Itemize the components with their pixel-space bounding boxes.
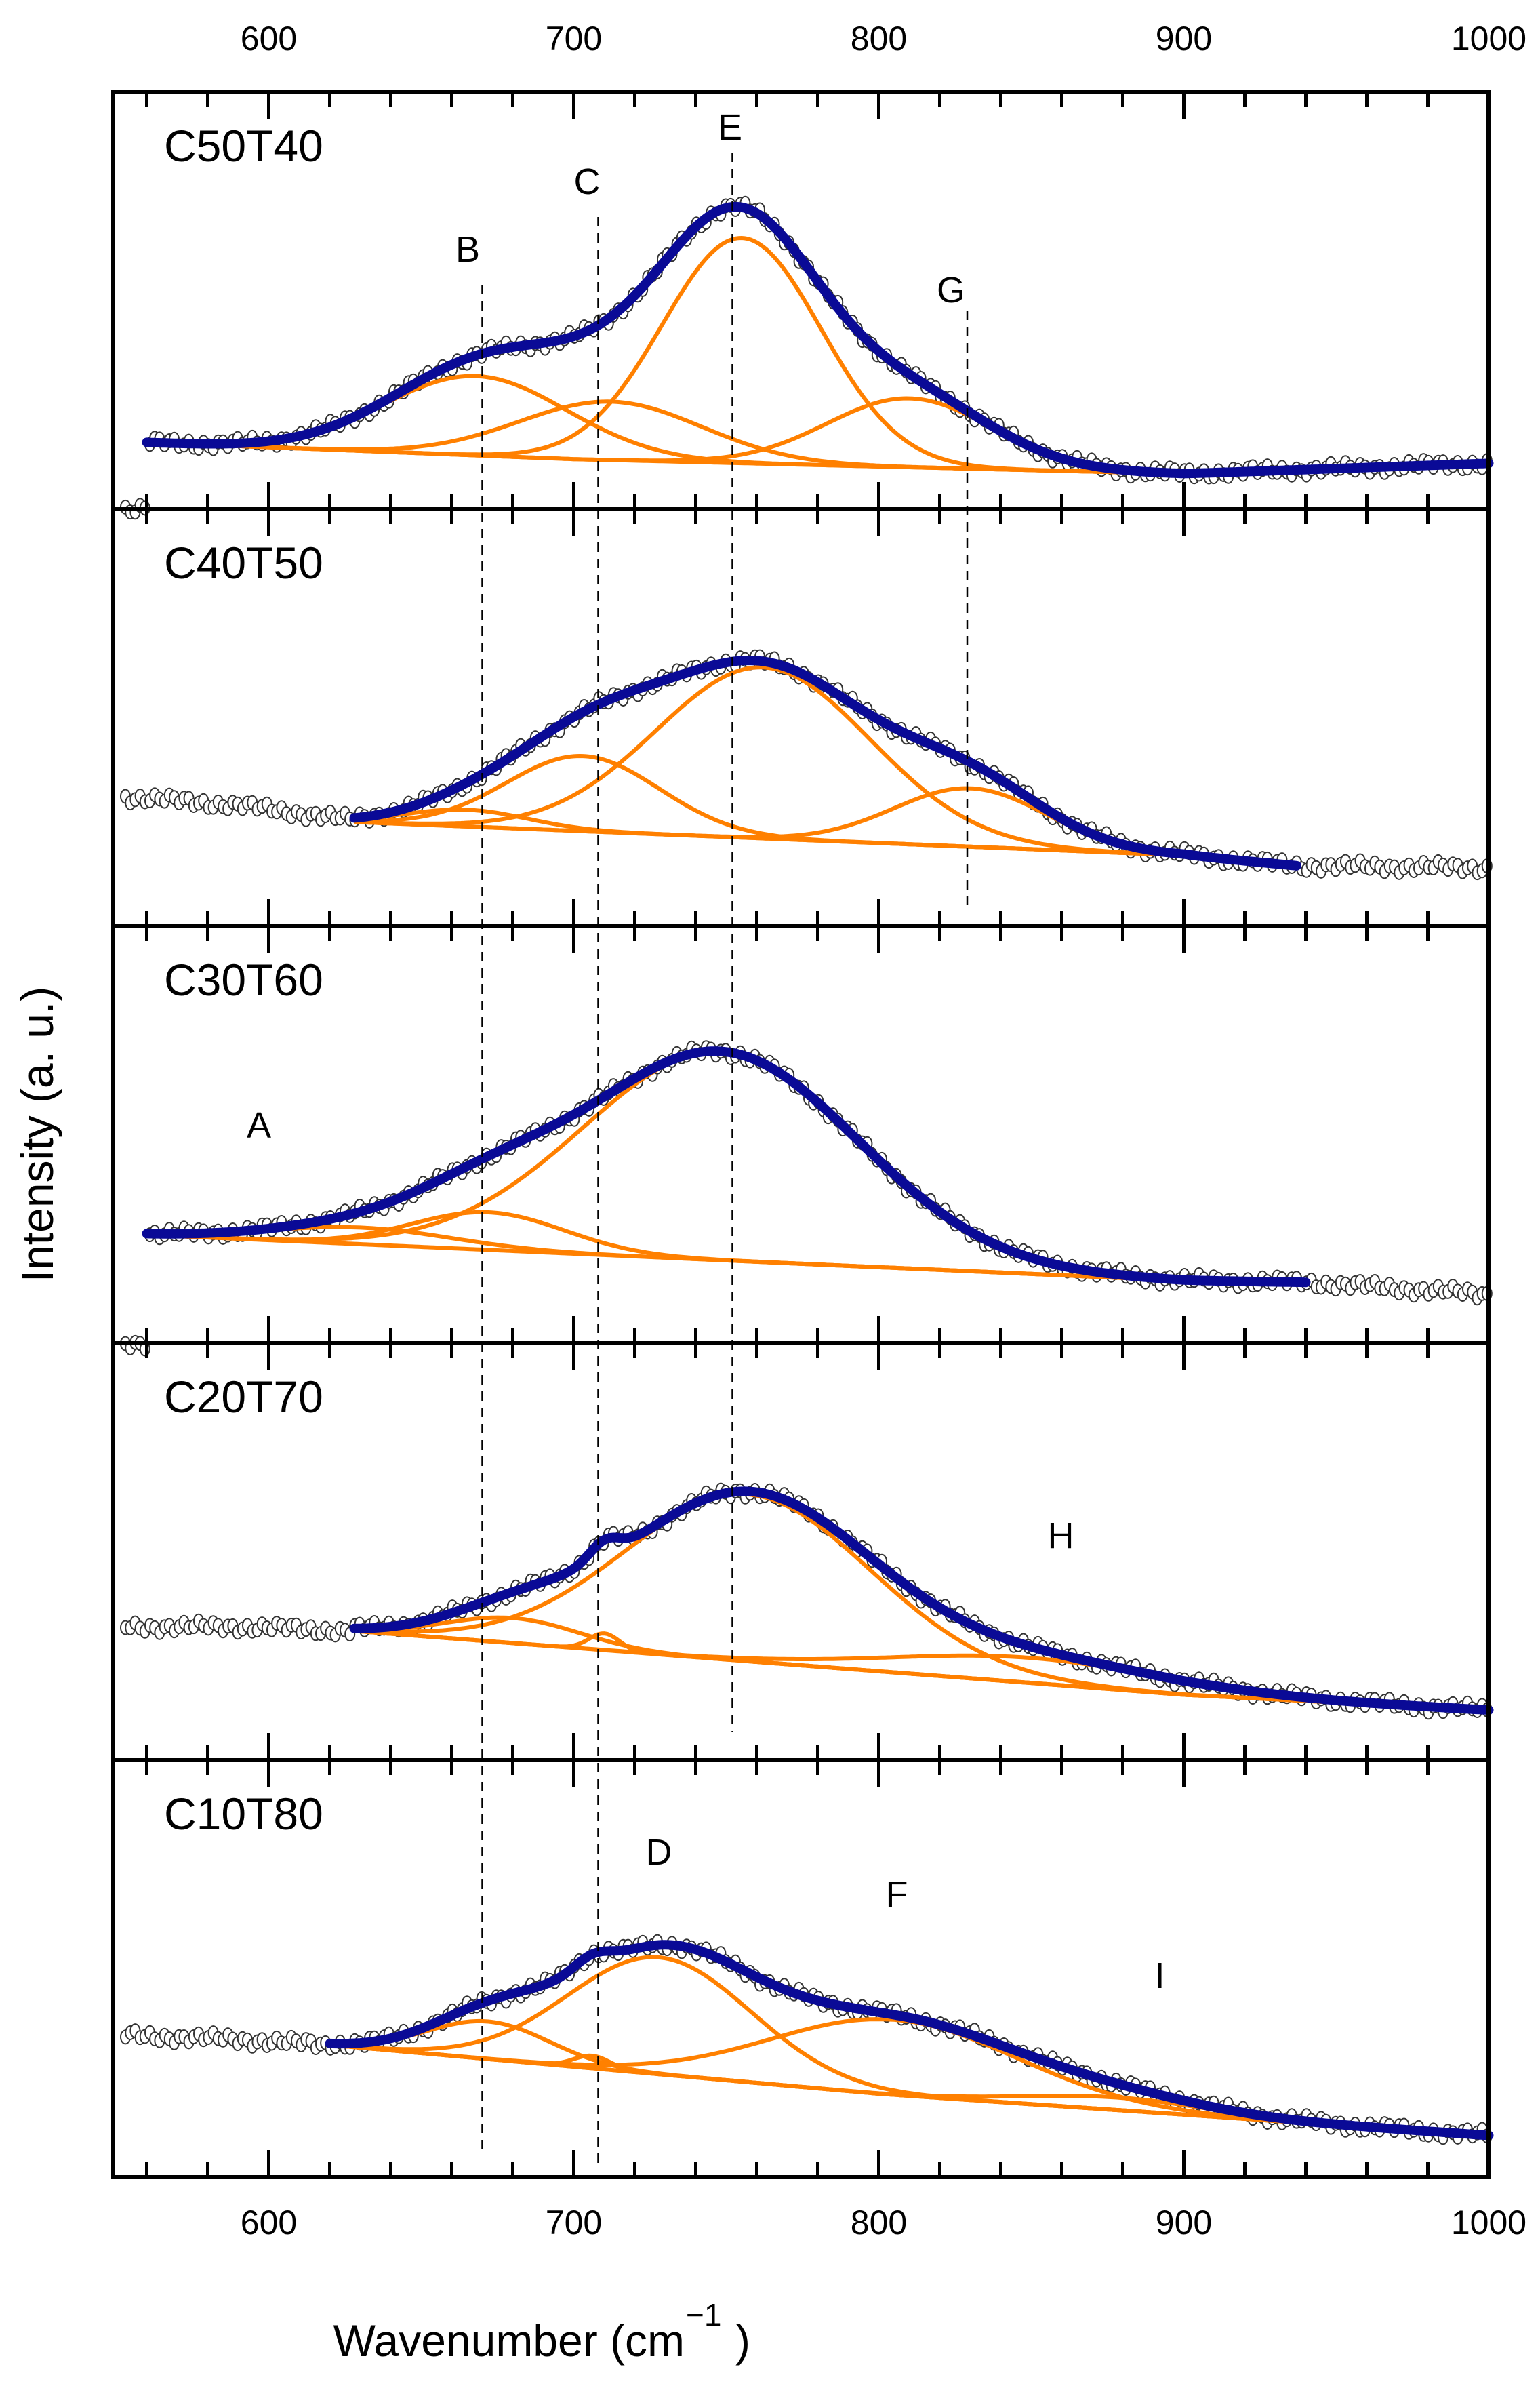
panel-label: C10T80 bbox=[164, 1789, 323, 1839]
panel-frame bbox=[111, 1758, 1491, 2179]
tick-labels: 600 600 700 700 800 800 900 900 1000 1000 bbox=[241, 20, 1526, 2242]
top-tick-label: 700 bbox=[546, 20, 602, 58]
panel-c50t40: C50T40 bbox=[111, 90, 1494, 520]
fit-curve bbox=[349, 655, 1301, 871]
component-peak-3 bbox=[354, 665, 1297, 868]
panel-c30t60: C30T60 bbox=[111, 924, 1493, 1357]
data-points bbox=[120, 1934, 1493, 2145]
panel-label: C50T40 bbox=[164, 121, 323, 171]
peak-letter-a: A bbox=[247, 1105, 271, 1146]
peak-letter-e: E bbox=[718, 107, 742, 148]
guide-lines bbox=[481, 153, 969, 2166]
fit-curve bbox=[142, 1046, 1311, 1288]
peak-letters: A B C D E F G H I bbox=[247, 107, 1165, 1996]
bottom-tick-label: 900 bbox=[1156, 2204, 1212, 2242]
fit-curve bbox=[349, 1486, 1494, 1715]
x-axis-title-close: ) bbox=[735, 2315, 750, 2366]
panels: C50T40 C40T50 C30T60 C20T70 C10T80 bbox=[111, 90, 1494, 2179]
panel-c10t80: C10T80 bbox=[111, 1758, 1494, 2179]
x-axis-title-superscript: −1 bbox=[686, 2297, 721, 2332]
y-axis-title: Intensity (a. u.) bbox=[12, 987, 62, 1283]
top-tick-label: 1000 bbox=[1451, 20, 1526, 58]
top-tick-label: 600 bbox=[241, 20, 297, 58]
bottom-tick-label: 600 bbox=[241, 2204, 297, 2242]
peak-letter-g: G bbox=[937, 270, 965, 311]
x-axis-title: Wavenumber (cm bbox=[333, 2315, 685, 2366]
panel-label: C30T60 bbox=[164, 955, 323, 1005]
fit-curve bbox=[325, 1940, 1494, 2141]
panel-label: C40T50 bbox=[164, 538, 323, 588]
panel-c20t70: C20T70 bbox=[111, 1341, 1494, 1762]
peak-letter-d: D bbox=[646, 1832, 672, 1873]
peak-letter-i: I bbox=[1154, 1955, 1164, 1996]
component-peak-3 bbox=[146, 235, 1489, 476]
peak-letter-f: F bbox=[886, 1874, 908, 1915]
top-tick-label: 900 bbox=[1156, 20, 1212, 58]
peak-letter-b: B bbox=[455, 229, 480, 270]
panel-label: C20T70 bbox=[164, 1372, 323, 1422]
bottom-tick-label: 700 bbox=[546, 2204, 602, 2242]
component-peak-3 bbox=[329, 1955, 1489, 2138]
peak-letter-c: C bbox=[574, 161, 601, 202]
component-peak-3 bbox=[146, 1049, 1306, 1285]
top-tick-label: 800 bbox=[851, 20, 907, 58]
fit-curve bbox=[142, 201, 1494, 479]
panel-c40t50: C40T50 bbox=[111, 507, 1493, 928]
peak-letter-h: H bbox=[1048, 1515, 1074, 1556]
bottom-tick-label: 1000 bbox=[1451, 2204, 1526, 2242]
bottom-tick-label: 800 bbox=[851, 2204, 907, 2242]
